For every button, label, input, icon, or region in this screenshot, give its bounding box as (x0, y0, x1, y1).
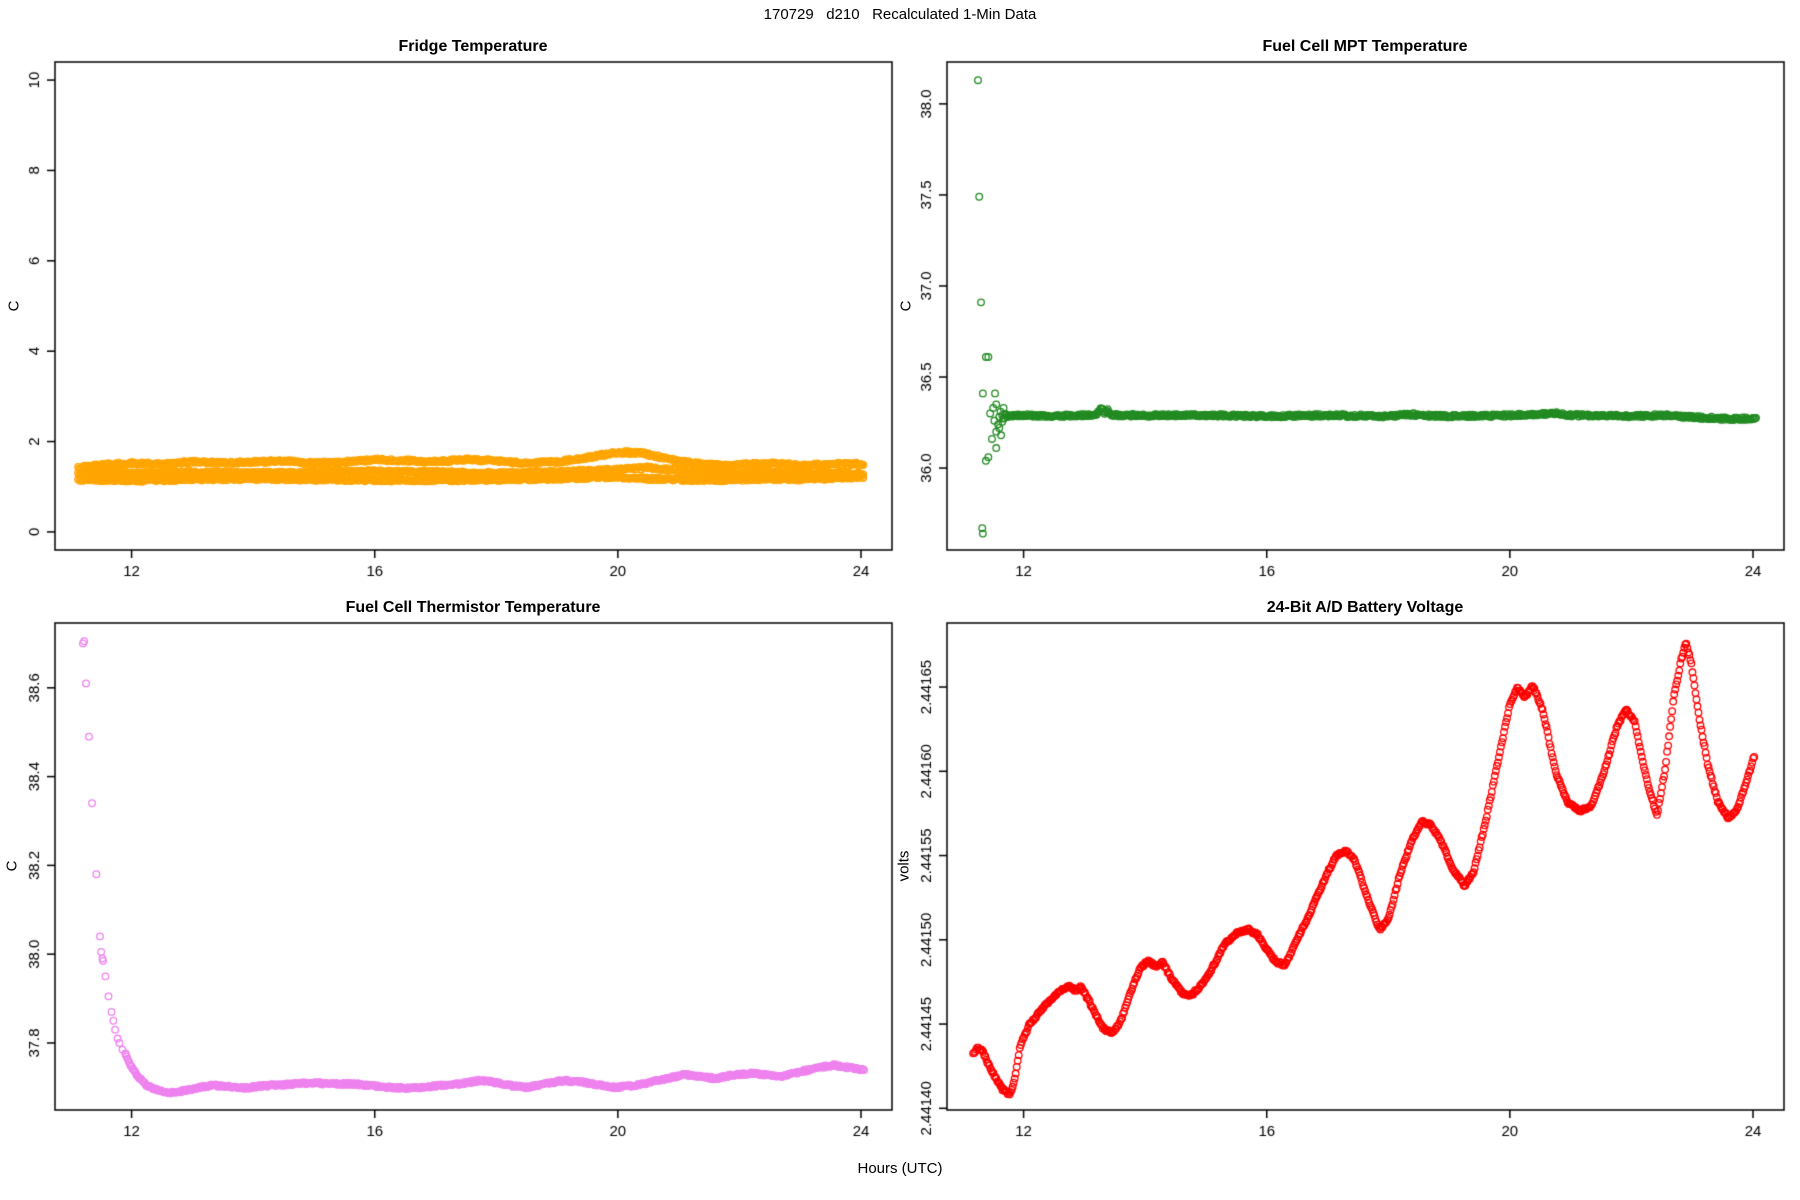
figure-title: 170729 d210 Recalculated 1-Min Data (763, 6, 1037, 23)
panel-title-fuel-cell-mpt-temperature: Fuel Cell MPT Temperature (1262, 38, 1468, 55)
panel-title-fuel-cell-thermistor-temperature: Fuel Cell Thermistor Temperature (345, 599, 601, 616)
panel-title-fridge-temperature: Fridge Temperature (398, 38, 548, 55)
y-axis-label-thermistor: C (3, 860, 21, 872)
panel-title-battery-voltage: 24-Bit A/D Battery Voltage (1266, 599, 1464, 616)
y-axis-label-fridge: C (5, 300, 23, 312)
y-axis-label-mpt: C (897, 300, 915, 312)
y-axis-label-volts: volts (895, 850, 913, 882)
x-axis-label-hours-utc: Hours (UTC) (857, 1160, 943, 1177)
